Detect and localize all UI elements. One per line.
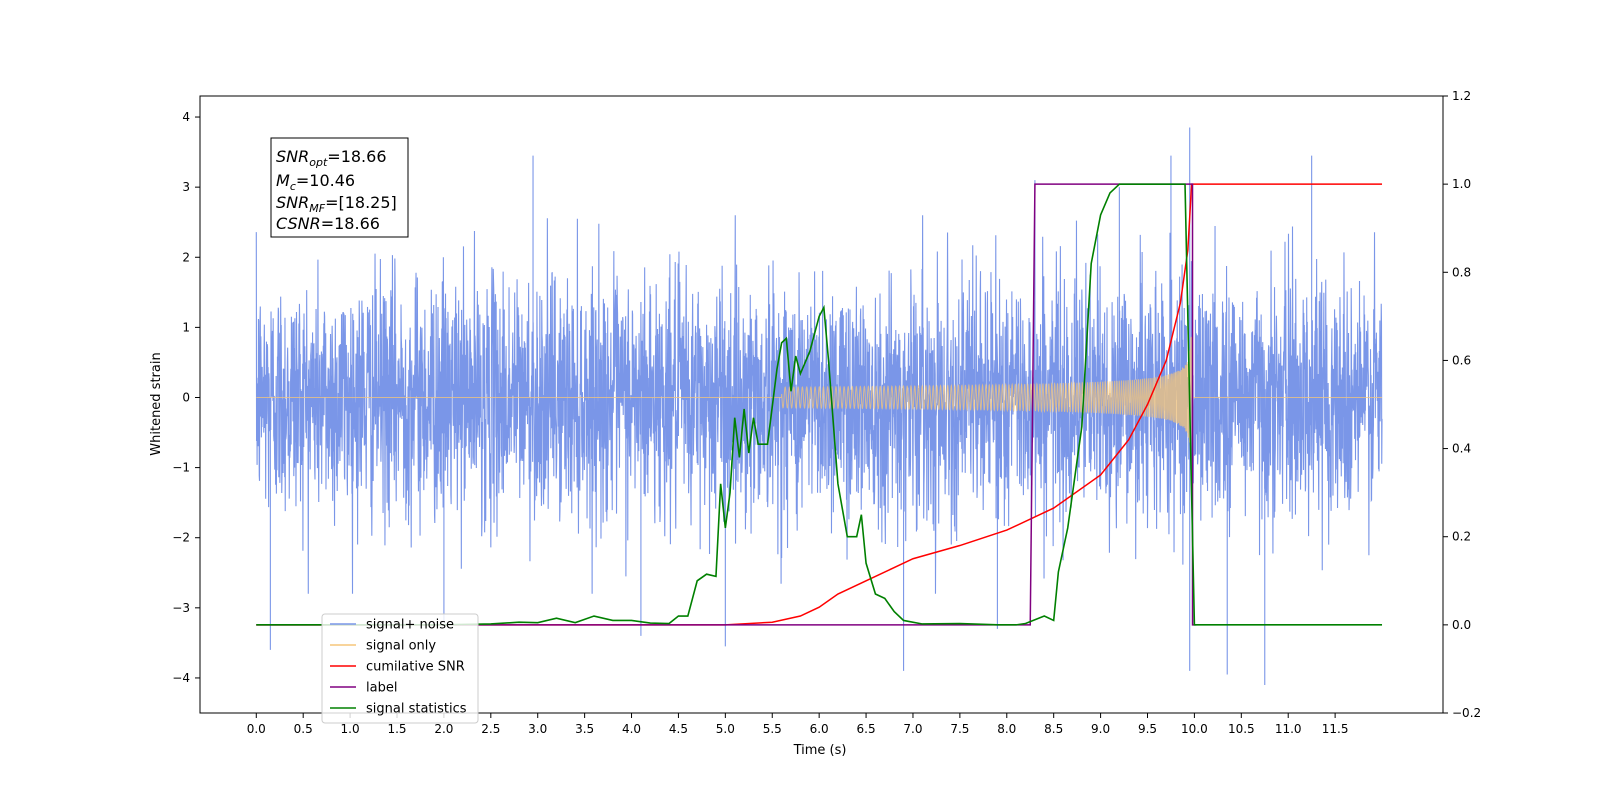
- y-tick-label: 2: [182, 250, 190, 264]
- x-tick-label: 10.5: [1228, 722, 1255, 736]
- x-tick-label: 4.5: [669, 722, 688, 736]
- x-tick-label: 0.0: [247, 722, 266, 736]
- x-tick-label: 10.0: [1181, 722, 1208, 736]
- y-tick-label: −4: [172, 671, 190, 685]
- plot-frame: [199, 95, 1444, 714]
- series-label-line: [256, 183, 1197, 626]
- y-tick-label: 3: [182, 180, 190, 194]
- x-tick-label: 1.0: [341, 722, 360, 736]
- x-tick-label: 9.0: [1091, 722, 1110, 736]
- y2-tick-label: 0.6: [1452, 353, 1471, 367]
- y-tick-label: 4: [182, 110, 190, 124]
- x-tick-label: 5.0: [716, 722, 735, 736]
- y2-tick-label: −0.2: [1452, 706, 1481, 720]
- x-tick-label: 7.5: [950, 722, 969, 736]
- x-tick-label: 0.5: [294, 722, 313, 736]
- y2-tick-label: 0.0: [1452, 618, 1471, 632]
- legend-entry-label: signal statistics: [366, 702, 467, 717]
- legend-entry-label: label: [366, 681, 397, 696]
- x-tick-label: 6.0: [810, 722, 829, 736]
- y-tick-label: −1: [172, 461, 190, 475]
- y-axis-left: 4 3 2 1 0 −1 −2 −3 −4: [172, 110, 200, 685]
- x-tick-label: 3.0: [528, 722, 547, 736]
- y-tick-label: 0: [182, 390, 190, 404]
- x-tick-label: 4.0: [622, 722, 641, 736]
- annotation-snr-mf: SNRMF=[18.25]: [276, 193, 397, 215]
- x-tick-label: 6.5: [857, 722, 876, 736]
- y2-tick-label: 0.4: [1452, 442, 1471, 456]
- annotation-mc: Mc=10.46: [276, 171, 355, 193]
- series-layer: [255, 127, 1383, 685]
- annotation-box: SNRopt=18.66 Mc=10.46 SNRMF=[18.25] CSNR…: [270, 137, 409, 238]
- annotation-snr-opt: SNRopt=18.66: [276, 147, 387, 169]
- y-tick-label: 1: [182, 320, 190, 334]
- x-axis-label: Time (s): [793, 743, 847, 758]
- x-tick-label: 8.5: [1044, 722, 1063, 736]
- y2-tick-label: 1.0: [1452, 177, 1471, 191]
- x-tick-label: 3.5: [575, 722, 594, 736]
- y2-tick-label: 0.2: [1452, 530, 1471, 544]
- y-axis-label: Whitened strain: [149, 352, 164, 455]
- y2-tick-label: 1.2: [1452, 89, 1471, 103]
- series-signal-noise-line: [255, 127, 1383, 685]
- x-tick-label: 8.0: [997, 722, 1016, 736]
- x-tick-label: 7.0: [903, 722, 922, 736]
- series-signal-only-line: [256, 336, 1383, 451]
- x-tick-label: 1.5: [387, 722, 406, 736]
- annotation-csnr: CSNR=18.66: [276, 214, 380, 233]
- legend-entry-label: signal only: [366, 639, 436, 654]
- x-tick-label: 5.5: [763, 722, 782, 736]
- legend-entry-label: cumilative SNR: [366, 660, 465, 675]
- legend-entry-label: signal+ noise: [366, 618, 454, 633]
- series-signal-statistics-line: [256, 183, 1383, 626]
- y-tick-label: −3: [172, 601, 190, 615]
- y-tick-label: −2: [172, 531, 190, 545]
- y2-tick-label: 0.8: [1452, 265, 1471, 279]
- x-axis: 0.0 0.5 1.0 1.5 2.0 2.5 3.0 3.5 4.0 4.5 5.0 5.5 6.0 6…: [247, 713, 1349, 736]
- legend: signal+ noise signal only cumilative SNR la…: [321, 613, 479, 724]
- x-tick-label: 11.5: [1322, 722, 1349, 736]
- x-tick-label: 2.0: [434, 722, 453, 736]
- x-tick-label: 11.0: [1275, 722, 1302, 736]
- x-tick-label: 2.5: [481, 722, 500, 736]
- x-tick-label: 9.5: [1138, 722, 1157, 736]
- series-cumulative-snr-line: [256, 183, 1383, 626]
- y-axis-right: 1.2 1.0 0.8 0.6 0.4 0.2 0.0 −0.2: [1443, 89, 1481, 720]
